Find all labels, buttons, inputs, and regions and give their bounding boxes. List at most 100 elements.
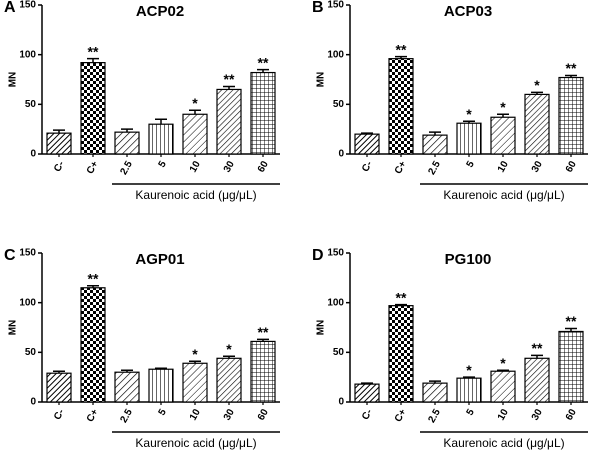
x-axis-label: Kaurenoic acid (μg/μL)	[443, 436, 564, 450]
significance-label: *	[500, 99, 506, 115]
y-tick-label: 0	[338, 149, 344, 160]
x-tick-label: C-	[52, 407, 67, 422]
y-axis-label: MN	[316, 72, 327, 88]
y-axis-label: MN	[8, 72, 19, 88]
y-tick-label: 100	[327, 297, 344, 308]
bar	[182, 362, 208, 403]
y-tick-label: 100	[19, 297, 36, 308]
x-tick-label: 5	[465, 159, 478, 170]
error-bar	[121, 369, 133, 373]
x-tick-label: 10	[496, 159, 511, 175]
x-tick-label: 2.5	[118, 159, 135, 177]
x-tick-label: 30	[222, 159, 237, 175]
error-bar	[257, 68, 269, 73]
panel-letter: D	[312, 247, 324, 264]
bar	[490, 116, 516, 155]
error-bar	[189, 360, 201, 364]
error-bar	[565, 327, 577, 332]
x-tick-label: 60	[564, 407, 579, 423]
significance-label: **	[566, 60, 577, 76]
x-tick-label: 10	[188, 407, 203, 423]
bar	[456, 377, 482, 403]
x-tick-label: 30	[530, 407, 545, 423]
x-tick-label: 30	[222, 407, 237, 423]
x-axis-label: Kaurenoic acid (μg/μL)	[443, 188, 564, 202]
y-tick-label: 50	[25, 99, 37, 110]
bar	[558, 330, 584, 403]
bar	[388, 58, 414, 155]
y-tick-label: 100	[19, 49, 36, 60]
error-bar	[497, 113, 509, 118]
bar	[422, 382, 448, 403]
significance-label: **	[566, 313, 577, 329]
significance-label: **	[396, 41, 407, 57]
bar	[182, 113, 208, 155]
significance-label: **	[88, 43, 99, 59]
bar	[46, 372, 72, 403]
error-bar	[463, 376, 475, 379]
y-tick-label: 150	[327, 248, 344, 259]
error-bar	[531, 354, 543, 359]
y-tick-label: 50	[25, 347, 37, 358]
error-bar	[87, 57, 99, 63]
bar	[250, 71, 276, 155]
x-tick-label: C-	[360, 407, 375, 422]
bar	[354, 133, 380, 155]
error-bar	[395, 303, 407, 306]
panel-title: ACP03	[444, 3, 492, 20]
significance-label: *	[500, 355, 506, 371]
bar	[250, 340, 276, 403]
x-axis-label: Kaurenoic acid (μg/μL)	[135, 188, 256, 202]
x-tick-label: 2.5	[426, 159, 443, 177]
bar	[216, 357, 242, 403]
panel-letter: A	[4, 0, 16, 16]
significance-label: **	[224, 71, 235, 87]
bar	[114, 131, 140, 155]
significance-label: **	[532, 340, 543, 356]
y-tick-label: 150	[19, 0, 36, 11]
y-axis-label: MN	[8, 320, 19, 336]
x-tick-label: 2.5	[426, 407, 443, 425]
error-bar	[155, 118, 167, 125]
y-tick-label: 0	[30, 149, 36, 160]
error-bar	[565, 74, 577, 78]
error-bar	[121, 128, 133, 133]
y-tick-label: 50	[333, 347, 345, 358]
x-tick-label: 5	[157, 159, 170, 170]
error-bar	[155, 367, 167, 370]
error-bar	[87, 285, 99, 288]
bar	[148, 368, 174, 403]
x-tick-label: C+	[393, 159, 409, 176]
error-bar	[361, 382, 373, 385]
bar	[490, 370, 516, 403]
significance-label: *	[226, 341, 232, 357]
error-bar	[531, 91, 543, 95]
x-tick-label: 60	[564, 159, 579, 175]
error-bar	[429, 131, 441, 136]
x-tick-label: 30	[530, 159, 545, 175]
significance-label: **	[88, 270, 99, 286]
error-bar	[53, 129, 65, 134]
significance-label: *	[192, 95, 198, 111]
bar	[148, 123, 174, 155]
bar	[80, 62, 106, 155]
chart-panel: D PG100 MN 0 50 100 150 C- ** C+ 2.5 * 5 * 10 ** 30 ** 60K…	[312, 247, 588, 450]
panel-title: PG100	[445, 251, 492, 268]
bar	[558, 76, 584, 155]
x-tick-label: 5	[157, 407, 170, 418]
x-tick-label: C-	[52, 159, 67, 174]
error-bar	[223, 85, 235, 90]
bar	[524, 93, 550, 155]
bar	[456, 122, 482, 155]
panel-title: ACP02	[136, 3, 184, 20]
x-tick-label: 60	[256, 159, 271, 175]
significance-label: **	[258, 54, 269, 70]
bar	[354, 383, 380, 403]
x-tick-label: C+	[85, 159, 101, 176]
chart-panel: A ACP02 MN 0 50 100 150 C- ** C+ 2.5 5 * 10 ** 30 ** 60Ka…	[4, 0, 280, 202]
significance-label: **	[396, 289, 407, 305]
significance-label: *	[534, 77, 540, 93]
x-axis-label: Kaurenoic acid (μg/μL)	[135, 436, 256, 450]
error-bar	[53, 370, 65, 374]
